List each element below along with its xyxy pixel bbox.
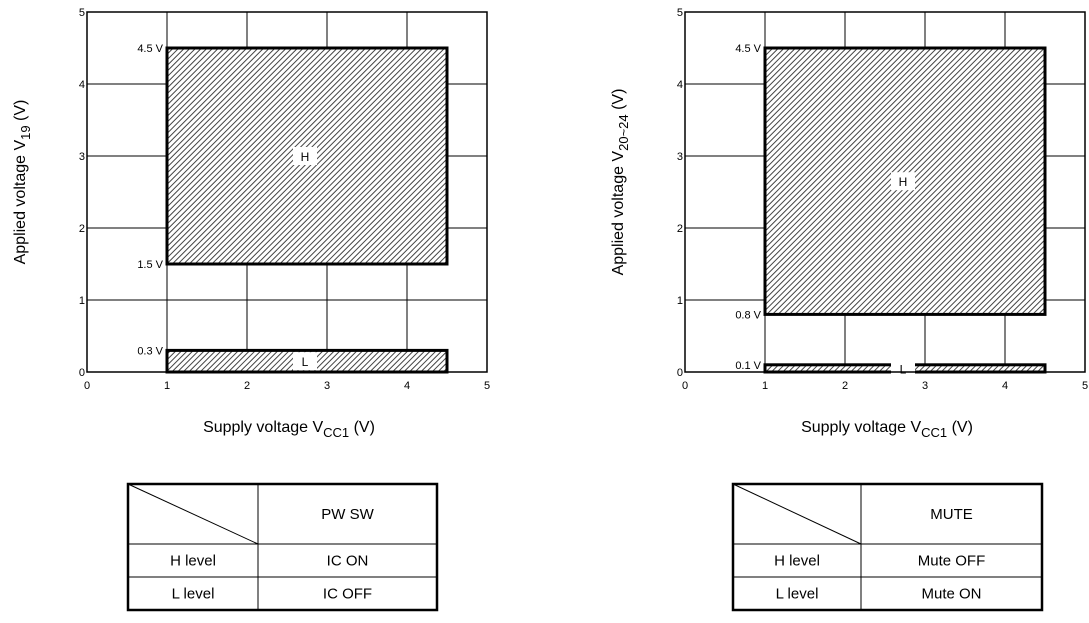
x-tick-label: 5 bbox=[1082, 380, 1088, 392]
plot-frame bbox=[684, 11, 1086, 373]
x-tick-label: 2 bbox=[244, 380, 250, 392]
x-tick-label: 3 bbox=[922, 380, 928, 392]
x-tick-label: 4 bbox=[1002, 380, 1008, 392]
x-tick-label: 0 bbox=[84, 380, 90, 392]
y-tick-label: 5 bbox=[677, 7, 683, 19]
region-bottom-label: 0.8 V bbox=[735, 309, 761, 321]
region-name-label: L bbox=[900, 362, 907, 376]
y-tick-label: 0 bbox=[79, 367, 85, 379]
x-tick-label: 3 bbox=[324, 380, 330, 392]
y-axis-title: Applied voltage V19 (V) bbox=[12, 100, 33, 265]
y-tick-label: 3 bbox=[79, 151, 85, 163]
chart-2: 4.5 V 0.8 V H 0.1 V L 0 1 2 3 4 5 0 1 2 3 4 5 Supply volt… bbox=[610, 7, 1088, 612]
y-tick-label: 4 bbox=[677, 79, 683, 91]
x-axis-title: Supply voltage VCC1 (V) bbox=[203, 419, 375, 440]
level-table: PW SW H level IC ON L level IC OFF bbox=[126, 482, 439, 612]
table-row-value: Mute OFF bbox=[918, 553, 986, 570]
table-header: MUTE bbox=[930, 506, 973, 523]
y-tick-label: 4 bbox=[79, 79, 85, 91]
table-row-level: L level bbox=[172, 586, 215, 603]
y-tick-label: 1 bbox=[79, 295, 85, 307]
y-tick-label: 0 bbox=[677, 367, 683, 379]
x-tick-label: 4 bbox=[404, 380, 410, 392]
region-top-label: 0.1 V bbox=[735, 360, 761, 372]
region-name-label: L bbox=[302, 355, 309, 369]
region-label-bg bbox=[293, 147, 317, 165]
region-top-label: 0.3 V bbox=[137, 345, 163, 357]
table-border bbox=[731, 482, 1044, 612]
x-tick-label: 1 bbox=[762, 380, 768, 392]
level-table: MUTE H level Mute OFF L level Mute ON bbox=[731, 482, 1044, 612]
x-tick-label: 1 bbox=[164, 380, 170, 392]
y-tick-label: 2 bbox=[677, 223, 683, 235]
table-row-level: H level bbox=[774, 553, 820, 570]
region-name-label: H bbox=[301, 150, 310, 164]
table-row-value: IC ON bbox=[327, 553, 369, 570]
region-top-label: 4.5 V bbox=[137, 43, 163, 55]
region-label-bg bbox=[293, 352, 317, 371]
x-tick-label: 5 bbox=[484, 380, 490, 392]
y-tick-label: 2 bbox=[79, 223, 85, 235]
region-label-bg bbox=[891, 172, 915, 191]
region-bottom-label: 1.5 V bbox=[137, 259, 163, 271]
table-row-level: L level bbox=[776, 586, 819, 603]
chart-1: 4.5 V 1.5 V H 0.3 V L 0 1 2 3 4 5 0 1 2 3 4 5 Supply volt… bbox=[12, 7, 490, 612]
table-row-level: H level bbox=[170, 553, 216, 570]
table-header-diagonal bbox=[127, 483, 259, 545]
table-row-value: IC OFF bbox=[323, 586, 372, 603]
y-tick-label: 3 bbox=[677, 151, 683, 163]
region-name-label: H bbox=[899, 175, 908, 189]
table-border bbox=[126, 482, 439, 612]
table-header-diagonal bbox=[732, 483, 862, 545]
y-axis-title: Applied voltage V20~24 (V) bbox=[610, 89, 631, 276]
table-row-value: Mute ON bbox=[921, 586, 981, 603]
region-label-bg bbox=[891, 359, 915, 378]
x-tick-label: 0 bbox=[682, 380, 688, 392]
plot-frame bbox=[86, 11, 488, 373]
y-tick-label: 5 bbox=[79, 7, 85, 19]
region-top-label: 4.5 V bbox=[735, 43, 761, 55]
y-tick-label: 1 bbox=[677, 295, 683, 307]
x-axis-title: Supply voltage VCC1 (V) bbox=[801, 419, 973, 440]
x-tick-label: 2 bbox=[842, 380, 848, 392]
table-header: PW SW bbox=[321, 506, 374, 523]
